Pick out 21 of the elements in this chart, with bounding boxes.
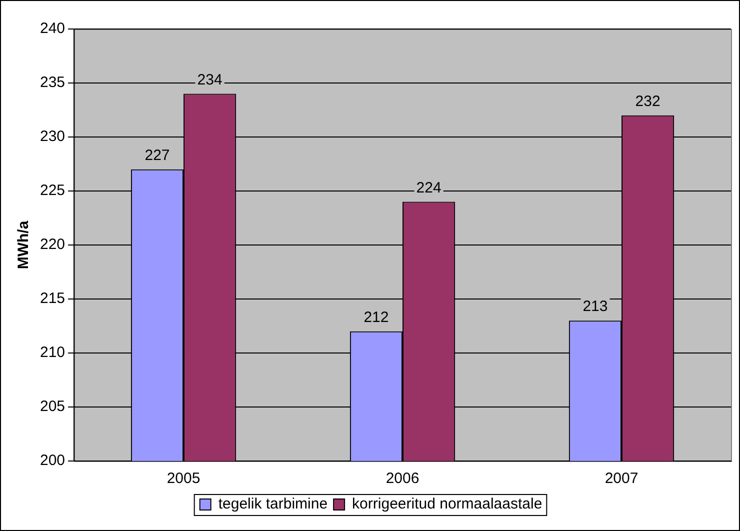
data-label: 234 bbox=[197, 71, 222, 88]
y-tick-label: 210 bbox=[40, 344, 66, 362]
y-tick-label: 235 bbox=[40, 74, 66, 92]
x-tick-label: 2006 bbox=[386, 470, 420, 488]
y-tick-label: 240 bbox=[40, 20, 66, 38]
y-tick-label: 205 bbox=[40, 398, 66, 416]
y-tick-label: 220 bbox=[40, 236, 66, 254]
y-tick-label: 200 bbox=[40, 452, 66, 470]
y-tick-label: 225 bbox=[40, 182, 66, 200]
x-tick-label: 2005 bbox=[166, 470, 200, 488]
data-label: 212 bbox=[364, 309, 389, 326]
data-label: 227 bbox=[144, 147, 170, 164]
data-label: 232 bbox=[635, 93, 660, 110]
y-tick-label: 215 bbox=[40, 290, 66, 308]
legend-label: korrigeeritud normaalaastale bbox=[352, 496, 542, 513]
legend-label: tegelik tarbimine bbox=[218, 496, 328, 513]
data-label: 213 bbox=[582, 298, 608, 316]
x-tick-label: 2007 bbox=[604, 470, 638, 488]
y-axis-title: MWh/a bbox=[15, 220, 32, 270]
y-tick-label: 230 bbox=[40, 128, 66, 146]
data-label: 224 bbox=[416, 179, 442, 196]
